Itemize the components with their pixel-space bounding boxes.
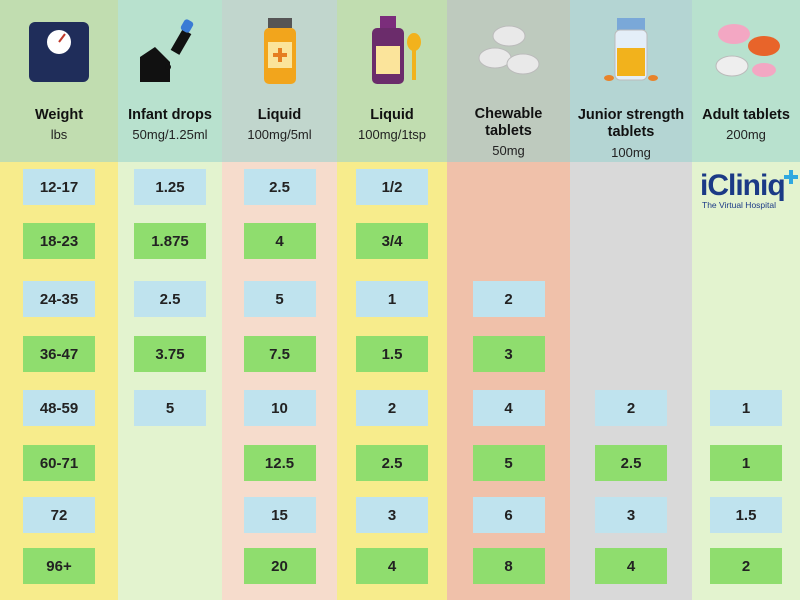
table-cell: 4 bbox=[472, 390, 545, 426]
table-cell: 2.5 bbox=[356, 445, 428, 481]
table-cell: 72 bbox=[23, 497, 95, 533]
table-cell: 1.5 bbox=[710, 497, 782, 533]
table-cell: 5 bbox=[472, 445, 545, 481]
table-cell: 2 bbox=[710, 548, 782, 584]
medicine-bottle-icon bbox=[240, 12, 320, 86]
chewable-tablets-icon bbox=[469, 12, 549, 86]
column-title: Adult tablets bbox=[702, 107, 790, 123]
table-cell: 18-23 bbox=[23, 223, 95, 259]
column-header: Infant drops 50mg/1.25ml bbox=[118, 0, 222, 162]
table-cell: 4 bbox=[243, 223, 316, 259]
column-title: Chewable tablets bbox=[474, 106, 543, 139]
column-title: Infant drops bbox=[128, 107, 212, 123]
column-header: Adult tablets 200mg bbox=[692, 0, 800, 162]
table-cell: 1 bbox=[710, 445, 782, 481]
column-2: Liquid 100mg/5ml 2.5 4 5 7.5 10 12.5 15 20 bbox=[222, 0, 337, 600]
table-cell: 15 bbox=[243, 497, 316, 533]
adult-tablets-icon bbox=[706, 12, 786, 86]
table-cell: 1/2 bbox=[356, 169, 428, 205]
table-cell: 2.5 bbox=[134, 281, 206, 317]
logo-tagline: The Virtual Hospital bbox=[702, 200, 777, 210]
table-cell: 12.5 bbox=[243, 445, 316, 481]
column-3: Liquid 100mg/1tsp 1/2 3/4 1 1.5 2 2.5 3 4 bbox=[337, 0, 447, 600]
column-title: Liquid bbox=[257, 107, 302, 123]
table-cell: 12-17 bbox=[23, 169, 95, 205]
table-cell: 3.75 bbox=[134, 336, 206, 372]
table-cell: 4 bbox=[595, 548, 667, 584]
icliniq-logo: iCliniq The Virtual Hospital bbox=[700, 170, 798, 212]
table-cell: 24-35 bbox=[23, 281, 95, 317]
column-subtitle: 200mg bbox=[726, 127, 766, 142]
table-cell: 3 bbox=[472, 336, 545, 372]
table-cell: 4 bbox=[356, 548, 428, 584]
table-cell: 5 bbox=[243, 281, 316, 317]
table-cell: 3/4 bbox=[356, 223, 428, 259]
table-cell: 20 bbox=[243, 548, 316, 584]
table-cell: 7.5 bbox=[243, 336, 316, 372]
table-cell: 36-47 bbox=[23, 336, 95, 372]
table-cell: 96+ bbox=[23, 548, 95, 584]
table-cell: 1.875 bbox=[134, 223, 206, 259]
table-cell: 3 bbox=[595, 497, 667, 533]
column-4: Chewable tablets 50mg 2 3 4 5 6 8 bbox=[447, 0, 570, 600]
column-6: Adult tablets 200mg 1 1 1.5 2 bbox=[692, 0, 800, 600]
table-cell: 1 bbox=[710, 390, 782, 426]
table-cell: 5 bbox=[134, 390, 206, 426]
table-cell: 2 bbox=[595, 390, 667, 426]
table-cell: 60-71 bbox=[23, 445, 95, 481]
column-subtitle: 100mg/1tsp bbox=[358, 127, 426, 142]
table-cell: 2 bbox=[472, 281, 545, 317]
table-cell: 2 bbox=[356, 390, 428, 426]
column-subtitle: 100mg bbox=[611, 145, 651, 160]
table-cell: 6 bbox=[472, 497, 545, 533]
weighing-scale-icon bbox=[19, 12, 99, 86]
column-1: Infant drops 50mg/1.25ml 1.25 1.875 2.5 3.75 5 bbox=[118, 0, 222, 600]
table-cell: 10 bbox=[243, 390, 316, 426]
column-subtitle: 50mg/1.25ml bbox=[132, 127, 208, 142]
table-cell: 1.5 bbox=[356, 336, 428, 372]
table-cell: 1.25 bbox=[134, 169, 206, 205]
table-cell: 2.5 bbox=[595, 445, 667, 481]
column-header: Weight lbs bbox=[0, 0, 118, 162]
dropper-icon bbox=[130, 12, 210, 86]
column-subtitle: 100mg/5ml bbox=[247, 127, 312, 142]
syrup-spoon-icon bbox=[352, 12, 432, 86]
column-title: Liquid bbox=[370, 107, 414, 123]
column-0: Weight lbs 12-17 18-23 24-35 36-47 48-59 60-71 7… bbox=[0, 0, 118, 600]
table-cell: 8 bbox=[472, 548, 545, 584]
table-cell: 2.5 bbox=[243, 169, 316, 205]
logo-text: iCliniq bbox=[700, 169, 786, 202]
column-title: Junior strength tablets bbox=[577, 107, 685, 140]
plus-icon bbox=[784, 170, 798, 184]
column-5: Junior strength tablets 100mg 2 2.5 3 4 bbox=[570, 0, 692, 600]
column-header: Liquid 100mg/5ml bbox=[222, 0, 337, 162]
column-header: Junior strength tablets 100mg bbox=[570, 0, 692, 162]
column-subtitle: lbs bbox=[50, 127, 68, 142]
table-cell: 48-59 bbox=[23, 390, 95, 426]
column-header: Chewable tablets 50mg bbox=[447, 0, 570, 162]
column-title: Weight bbox=[34, 107, 84, 123]
column-subtitle: 50mg bbox=[492, 143, 525, 158]
table-cell: 1 bbox=[356, 281, 428, 317]
pill-jar-icon bbox=[591, 12, 671, 86]
table-cell: 3 bbox=[356, 497, 428, 533]
column-header: Liquid 100mg/1tsp bbox=[337, 0, 447, 162]
